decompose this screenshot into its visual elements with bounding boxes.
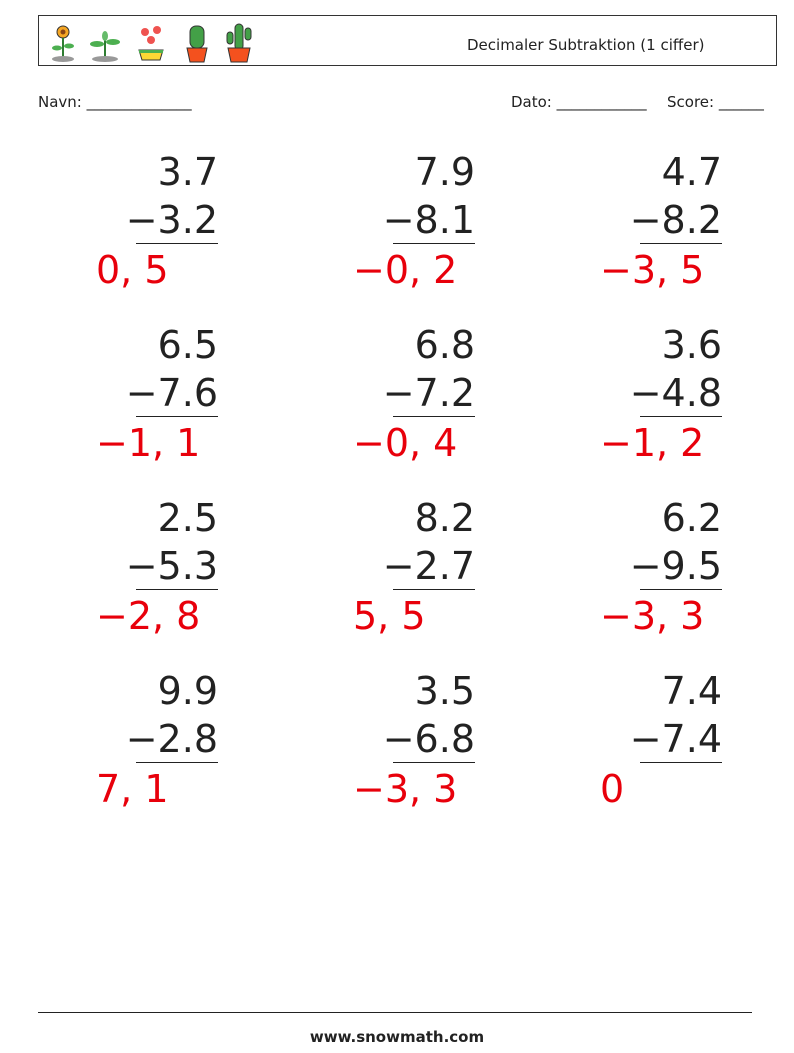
icons [52,23,252,63]
answer-line [640,243,722,244]
date-field: Dato: ____________ [511,93,647,111]
top-number: 2.5 [157,496,218,540]
answer-line [393,416,475,417]
top-number: 6.5 [157,323,218,367]
top-number: 4.7 [661,150,722,194]
cactus-icon-2 [226,23,252,63]
answer-line [640,416,722,417]
bottom-number: −2.7 [382,544,475,588]
sprout-icon [90,31,120,62]
answer: −3, 5 [600,248,705,292]
bottom-number: −8.1 [382,198,475,242]
answer-line [136,589,218,590]
answer: 7, 1 [96,767,169,811]
bottom-number: −7.2 [382,371,475,415]
top-number: 6.2 [661,496,722,540]
bottom-number: −9.5 [629,544,722,588]
answer: 5, 5 [353,594,426,638]
answer-line [136,762,218,763]
top-number: 7.4 [661,669,722,713]
answer-line [136,416,218,417]
header-box [38,15,777,66]
bottom-number: −3.2 [125,198,218,242]
top-number: 3.6 [661,323,722,367]
score-field: Score: ______ [667,93,764,111]
bottom-number: −4.8 [629,371,722,415]
flower-icon [52,25,74,62]
top-number: 8.2 [414,496,475,540]
bottom-number: −2.8 [125,717,218,761]
cactus-icon [186,25,208,63]
title: Decimaler Subtraktion (1 ciffer) [467,36,705,54]
bottom-number: −5.3 [125,544,218,588]
answer-line [393,589,475,590]
answer-line [640,762,722,763]
answer: −1, 1 [96,421,201,465]
bottom-number: −7.6 [125,371,218,415]
answer: −0, 2 [353,248,458,292]
heart-plant-icon [138,26,164,61]
top-number: 9.9 [157,669,218,713]
bottom-number: −6.8 [382,717,475,761]
answer: −3, 3 [600,594,705,638]
answer: −3, 3 [353,767,458,811]
answer: 0, 5 [96,248,169,292]
bottom-number: −8.2 [629,198,722,242]
footer-url: www.snowmath.com [309,1028,485,1046]
top-number: 3.7 [157,150,218,194]
top-number: 7.9 [414,150,475,194]
footer-line [38,1012,752,1013]
bottom-number: −7.4 [629,717,722,761]
answer-line [393,243,475,244]
answer: −1, 2 [600,421,705,465]
answer-line [136,243,218,244]
top-number: 6.8 [414,323,475,367]
answer-line [640,589,722,590]
answer: −0, 4 [353,421,458,465]
answer: 0 [600,767,625,811]
top-number: 3.5 [414,669,475,713]
answer: −2, 8 [96,594,201,638]
answer-line [393,762,475,763]
name-field: Navn: ______________ [38,93,192,111]
